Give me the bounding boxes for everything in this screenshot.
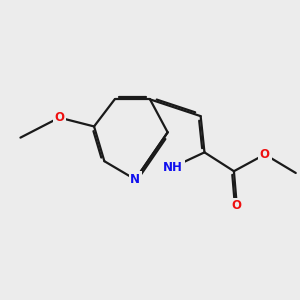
Text: O: O [260, 148, 270, 161]
Text: N: N [130, 173, 140, 186]
Text: O: O [232, 200, 242, 212]
Text: NH: NH [163, 160, 183, 174]
Text: O: O [54, 111, 64, 124]
